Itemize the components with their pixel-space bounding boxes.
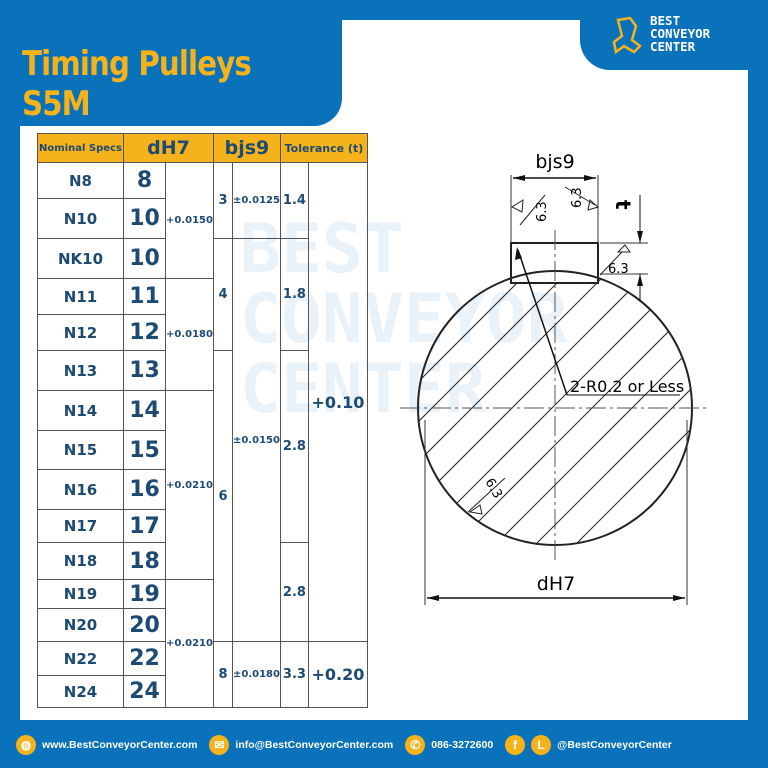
table-row: N24 24 bbox=[37, 675, 368, 708]
logo-text: BEST CONVEYOR CENTER bbox=[650, 13, 711, 54]
table-row: N14 14 +0.0210 bbox=[37, 390, 368, 580]
dh7-tol-cell: +0.0210 bbox=[165, 390, 214, 580]
social-handle[interactable]: @BestConveyorCenter bbox=[557, 739, 672, 751]
email-link[interactable]: info@BestConveyorCenter.com bbox=[235, 739, 394, 751]
footer: ◍ www.BestConveyorCenter.com ✉ info@BestCo… bbox=[0, 727, 768, 763]
t-val-cell: 2.8 bbox=[279, 350, 309, 543]
globe-icon: ◍ bbox=[16, 735, 36, 755]
dh7-value: 12 bbox=[123, 314, 166, 351]
table-row: N17 17 bbox=[37, 509, 368, 543]
table-row: N18 18 2.8 bbox=[37, 542, 368, 642]
table-row: N22 22 8 ±0.0180 3.3 +0.20 bbox=[37, 641, 368, 708]
nominal-spec: N18 bbox=[37, 542, 124, 580]
header-tolerance: Tolerance (t) bbox=[279, 133, 368, 163]
nominal-spec: N19 bbox=[37, 579, 124, 609]
website-link[interactable]: www.BestConveyorCenter.com bbox=[42, 739, 198, 751]
table-row: N11 11 +0.0180 bbox=[37, 278, 368, 391]
nominal-spec: N20 bbox=[37, 608, 124, 642]
roughness-label-2: 6.3 bbox=[570, 187, 585, 208]
table-row: N13 13 6 2.8 bbox=[37, 350, 368, 642]
t-val-cell: 3.3 bbox=[279, 641, 309, 708]
table-row: NK10 10 4 ±0.0150 1.8 bbox=[37, 238, 368, 642]
dh7-tol-cell: +0.0180 bbox=[165, 278, 214, 391]
header-dh7: dH7 bbox=[123, 133, 214, 163]
facebook-icon[interactable]: f bbox=[505, 735, 526, 755]
dh7-value: 20 bbox=[123, 608, 166, 642]
bjs9-tol-cell: ±0.0180 bbox=[231, 641, 281, 708]
table-row: N12 12 bbox=[37, 314, 368, 351]
hatching bbox=[418, 271, 692, 545]
bjs9-val-cell: 8 bbox=[212, 641, 233, 708]
dh7-value: 24 bbox=[123, 675, 166, 708]
nominal-spec: NK10 bbox=[37, 238, 124, 279]
nominal-spec: N11 bbox=[37, 278, 124, 315]
dh7-value: 19 bbox=[123, 579, 166, 609]
line-icon[interactable]: L bbox=[531, 735, 552, 755]
table-row: N8 8 +0.0150 3 ±0.0125 1.4 +0.10 bbox=[37, 162, 368, 642]
table-row: N10 10 bbox=[37, 198, 368, 239]
nominal-spec: N24 bbox=[37, 675, 124, 708]
dh7-value: 13 bbox=[123, 350, 166, 391]
header-nominal: Nominal Specs bbox=[37, 133, 124, 163]
dh7-value: 8 bbox=[123, 162, 166, 199]
logo-mark-icon bbox=[612, 16, 642, 55]
roughness-label-3: 6.3 bbox=[608, 262, 629, 277]
logo bbox=[580, 0, 768, 70]
dh7-value: 11 bbox=[123, 278, 166, 315]
dh7-tol-cell: +0.0150 bbox=[165, 162, 214, 279]
roughness-label-1: 6.3 bbox=[535, 201, 550, 222]
label-t: t bbox=[611, 200, 635, 210]
nominal-spec: N17 bbox=[37, 509, 124, 543]
dh7-value: 10 bbox=[123, 238, 166, 279]
dh7-tol-cell: +0.0210 bbox=[165, 579, 214, 708]
nominal-spec: N16 bbox=[37, 469, 124, 510]
mail-icon: ✉ bbox=[209, 735, 230, 755]
spec-table: Nominal Specs dH7 bjs9 Tolerance (t) N8 8… bbox=[37, 133, 368, 708]
dh7-value: 17 bbox=[123, 509, 166, 543]
label-dh7: dH7 bbox=[537, 573, 575, 595]
bjs9-val-cell: 4 bbox=[212, 238, 233, 351]
phone-number[interactable]: 086-3272600 bbox=[431, 739, 494, 751]
bjs9-tol-cell: ±0.0125 bbox=[231, 162, 281, 239]
table-row: N20 20 bbox=[37, 608, 368, 642]
phone-icon: ✆ bbox=[405, 735, 426, 755]
table-row: N19 19 +0.0210 bbox=[37, 579, 368, 708]
nominal-spec: N10 bbox=[37, 198, 124, 239]
radius-note: 2-R0.2 or Less bbox=[570, 377, 684, 396]
t-tol-cell: +0.10 bbox=[307, 162, 368, 642]
dh7-value: 15 bbox=[123, 430, 166, 470]
label-bjs9: bjs9 bbox=[535, 151, 574, 173]
title-banner: Timing Pulleys S5M bbox=[0, 0, 342, 126]
t-val-cell: 2.8 bbox=[279, 542, 309, 642]
page-title: Timing Pulleys S5M bbox=[22, 44, 252, 124]
t-val-cell: 1.8 bbox=[279, 238, 309, 351]
nominal-spec: N12 bbox=[37, 314, 124, 351]
dh7-value: 14 bbox=[123, 390, 166, 431]
roughness-label-4: 6.3 bbox=[482, 476, 505, 501]
t-tol-cell: +0.20 bbox=[307, 641, 368, 708]
